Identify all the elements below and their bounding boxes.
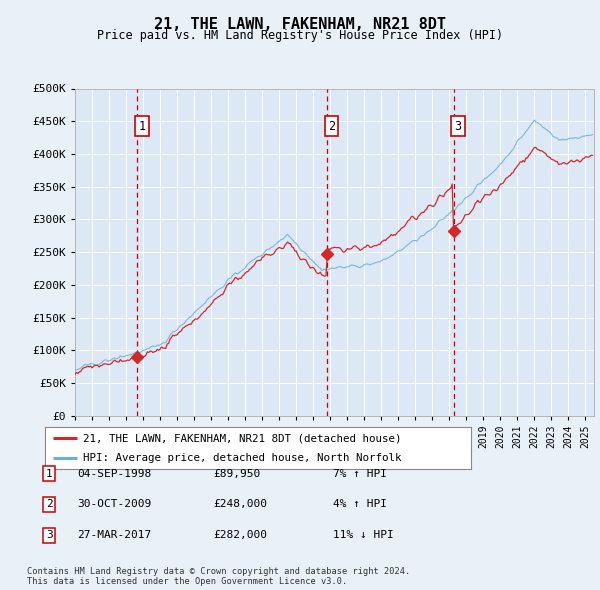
Text: 2: 2 [328,120,335,133]
Text: 30-OCT-2009: 30-OCT-2009 [77,500,151,509]
Text: £282,000: £282,000 [213,530,267,540]
Text: £248,000: £248,000 [213,500,267,509]
Text: Price paid vs. HM Land Registry's House Price Index (HPI): Price paid vs. HM Land Registry's House … [97,30,503,42]
Text: Contains HM Land Registry data © Crown copyright and database right 2024.: Contains HM Land Registry data © Crown c… [27,567,410,576]
Text: 11% ↓ HPI: 11% ↓ HPI [333,530,394,540]
Text: £89,950: £89,950 [213,469,260,478]
Text: HPI: Average price, detached house, North Norfolk: HPI: Average price, detached house, Nort… [83,453,402,463]
Text: 21, THE LAWN, FAKENHAM, NR21 8DT: 21, THE LAWN, FAKENHAM, NR21 8DT [154,17,446,31]
Text: 21, THE LAWN, FAKENHAM, NR21 8DT (detached house): 21, THE LAWN, FAKENHAM, NR21 8DT (detach… [83,433,402,443]
Text: 2: 2 [46,500,53,509]
Text: This data is licensed under the Open Government Licence v3.0.: This data is licensed under the Open Gov… [27,577,347,586]
Text: 7% ↑ HPI: 7% ↑ HPI [333,469,387,478]
Text: 4% ↑ HPI: 4% ↑ HPI [333,500,387,509]
Text: 3: 3 [46,530,53,540]
Text: 1: 1 [138,120,145,133]
Text: 04-SEP-1998: 04-SEP-1998 [77,469,151,478]
Text: 1: 1 [46,469,53,478]
Text: 27-MAR-2017: 27-MAR-2017 [77,530,151,540]
Text: 3: 3 [454,120,461,133]
